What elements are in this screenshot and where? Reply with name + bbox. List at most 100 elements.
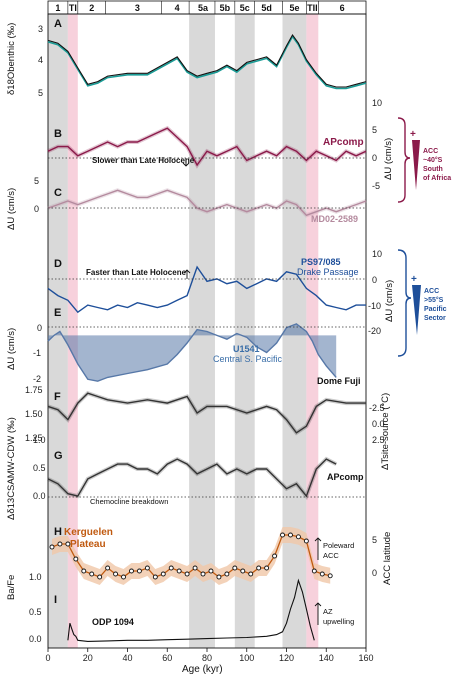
series-h-point-18 [192,565,198,571]
tick-f-125: 1.25 [25,433,43,443]
x-tick-label-4: 80 [202,653,212,663]
tick-a-4: 4 [38,55,43,65]
ylabel-f: ΔTsite-source (°C) [380,393,391,470]
tick-i-00: 0.0 [29,634,42,644]
series-h-point-25 [248,571,254,577]
arrow-slower [182,158,190,167]
label-d-ps97: PS97/085 [301,257,341,267]
label-h-kerguelen: Kerguelen [64,527,113,538]
stage-label-1: TI [69,3,77,13]
series-h-point-0 [49,544,55,550]
tick-e-0: 0 [37,323,42,333]
series-h-envelope [52,527,331,585]
stage-label-5: 5a [198,3,209,13]
tick-f-150: 1.50 [25,409,43,419]
bracket-lower-l3: Pacific [424,306,447,313]
series-group-f [47,390,366,436]
series-group-e [47,323,337,382]
label-e-pacific: Central S. Pacific [213,354,283,364]
series-h-point-13 [152,574,158,580]
series-d-line [47,265,366,314]
panel-letter-d: D [54,258,62,270]
gray-band-2 [234,14,255,648]
data-series [47,33,367,642]
bracket-upper [397,117,411,203]
series-h-point-2 [65,541,71,547]
tick-f-175: 1.75 [25,385,43,395]
series-h-point-15 [168,565,174,571]
ylabel-e: ΔU (cm/s) [6,328,17,370]
label-h-plateau: Plateau [70,539,106,550]
series-h-point-35 [327,573,333,579]
series-h-point-24 [240,568,246,574]
series-group-d [47,265,366,314]
x-tick-label-8: 160 [358,653,373,663]
annotation-acc: ACC [323,551,339,560]
panel-letter-g: G [54,450,63,462]
x-tick-label-0: 0 [45,653,50,663]
series-h-point-28 [272,553,278,559]
series-h-point-20 [208,568,214,574]
tick-b-0: 0 [372,153,377,163]
tick-h-0: 0 [372,568,377,578]
tick-i-05: 0.5 [29,607,42,617]
label-e-u1541: U1541 [233,344,260,354]
series-h-point-10 [129,568,134,574]
annotation-upwelling: upwelling [323,617,354,626]
stage-label-0: 1 [55,3,60,13]
bracket-lower-l1: ACC [424,288,439,295]
series-h-point-23 [232,565,238,571]
tick-labels: 3 4 5 10 5 0 -5 5 0 10 0 -10 -20 0 -1 -2… [25,24,385,644]
reference-lines [48,157,366,498]
stage-label-2: 2 [89,3,94,13]
series-h-point-6 [97,574,103,580]
series-h-point-34 [319,571,325,577]
tick-e-neg1: -1 [33,348,41,358]
tick-a-3: 3 [38,24,43,34]
label-g-apcomp: APcomp [327,472,364,482]
ylabel-b: ΔU (cm/s) [383,138,394,180]
label-c-md02: MD02-2589 [311,214,358,224]
series-h-point-4 [81,568,87,574]
ylabel-i: Ba/Fe [6,575,17,600]
arrow-poleward [314,537,322,560]
series-h-point-31 [295,534,301,540]
series-group-c [47,188,367,218]
series-h-point-14 [160,571,166,577]
ylabel-h: ACC latitude [382,532,393,585]
annotation-az: AZ [323,607,333,616]
series-h-point-32 [303,538,309,544]
panel-letter-e: E [54,307,61,319]
plus-lower: + [411,274,417,285]
stage-label-4: 4 [175,3,180,13]
tick-f-00: 0.0 [372,419,385,429]
series-h-point-8 [113,571,119,577]
bracket-upper-l1: ACC [423,148,438,155]
bracket-upper-l4: of Africa [423,175,451,182]
plus-upper: + [410,129,416,140]
tick-b-neg5: -5 [372,181,380,191]
arrow-upwelling [314,602,322,625]
series-c-line [47,189,367,217]
panel-letter-i: I [54,594,57,606]
bracket-lower [397,249,412,357]
arrow-faster [183,269,191,279]
series-g-line [47,458,337,498]
tick-c-0: 0 [34,204,39,214]
bracket-upper-l2: ~40°S [423,156,443,164]
series-group-g [47,456,338,501]
series-h-point-30 [288,532,293,538]
gray-band-0 [48,14,68,648]
tick-b-10: 10 [372,98,382,108]
x-tick-label-6: 120 [279,653,294,663]
series-e-line [47,323,337,382]
series-h-point-27 [264,565,270,571]
series-h-point-26 [256,565,262,571]
stage-label-11: 6 [340,3,345,13]
x-tick-label-1: 20 [83,653,93,663]
wedge-upper [412,140,420,190]
label-b-apcomp: APcomp [323,137,364,148]
x-axis-label: Age (kyr) [182,664,223,675]
annotation-faster: Faster than Late Holocene [86,268,187,277]
